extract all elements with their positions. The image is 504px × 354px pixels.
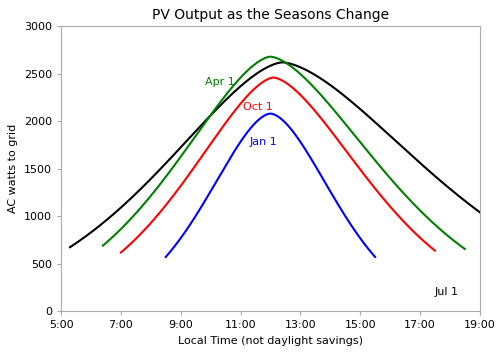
Text: Oct 1: Oct 1 (243, 102, 273, 112)
X-axis label: Local Time (not daylight savings): Local Time (not daylight savings) (178, 336, 363, 346)
Text: Apr 1: Apr 1 (205, 77, 234, 87)
Text: Jan 1: Jan 1 (249, 137, 277, 147)
Y-axis label: AC watts to grid: AC watts to grid (9, 124, 18, 213)
Title: PV Output as the Seasons Change: PV Output as the Seasons Change (152, 8, 389, 22)
Text: Jul 1: Jul 1 (435, 287, 459, 297)
